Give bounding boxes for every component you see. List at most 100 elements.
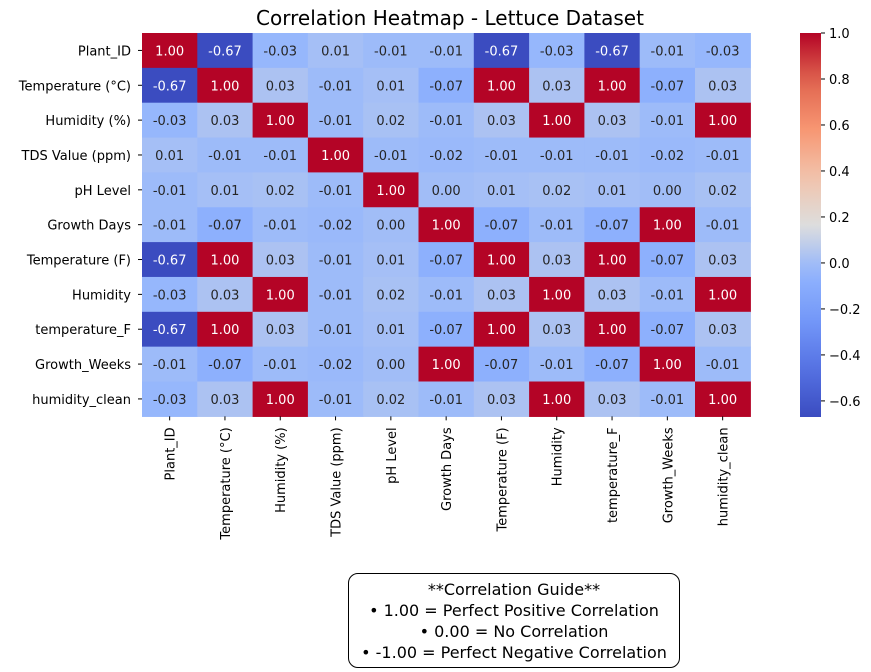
colorbar: 1.0 0.8 0.6 0.4 0.2 0.0 −0.2 −0.4 −0.6 [800, 27, 861, 417]
heatmap-cell [639, 102, 696, 139]
cell-value-label: -0.01 [429, 114, 463, 129]
heatmap-cell [252, 242, 309, 278]
cell-value-label: 0.01 [487, 184, 516, 199]
heatmap-cell [142, 102, 198, 139]
cell-value-label: 0.03 [266, 323, 295, 338]
heatmap-cell [639, 242, 696, 278]
row-label: Humidity (%) [45, 114, 131, 129]
cell-value-label: -0.01 [540, 219, 574, 234]
cell-value-label: 1.00 [487, 79, 516, 94]
cell-value-label: -0.02 [651, 149, 685, 164]
cell-value-label: 0.01 [155, 149, 184, 164]
heatmap-cell [695, 102, 751, 139]
cell-value-label: 1.00 [487, 323, 516, 338]
heatmap-cell [529, 381, 585, 417]
heatmap-cell [363, 276, 420, 313]
heatmap-cell [307, 381, 364, 417]
heatmap-cell [584, 346, 641, 383]
heatmap-cell [142, 381, 198, 417]
heatmap-cell [252, 381, 309, 417]
cell-value-label: -0.01 [651, 114, 685, 129]
heatmap-cell [639, 346, 696, 383]
cell-value-label: 0.03 [708, 323, 737, 338]
heatmap-cell [473, 137, 530, 173]
heatmap-cell [473, 242, 530, 278]
cell-value-label: -0.01 [319, 288, 353, 303]
cell-value-label: -0.67 [485, 44, 519, 59]
heatmap-cell [142, 346, 198, 383]
column-label: Humidity [551, 427, 566, 486]
heatmap-cell [695, 33, 751, 69]
heatmap-cell [695, 346, 751, 383]
cell-value-label: 0.02 [708, 184, 737, 199]
correlation-guide: **Correlation Guide** • 1.00 = Perfect P… [348, 573, 680, 668]
cell-value-label: -0.07 [595, 219, 629, 234]
heatmap-cell [639, 33, 696, 69]
heatmap-cell [142, 207, 198, 243]
column-label: Growth_Weeks [661, 427, 676, 523]
cell-value-label: -0.01 [153, 358, 187, 373]
cell-value-label: 0.03 [210, 114, 239, 129]
heatmap-cell [695, 137, 751, 173]
heatmap-cell [252, 67, 309, 104]
heatmap-cell [307, 102, 364, 139]
cell-value-label: -0.01 [706, 219, 740, 234]
colorbar-tick-label: −0.2 [829, 303, 861, 318]
heatmap-cell [695, 276, 751, 313]
cell-value-label: 0.03 [542, 79, 571, 94]
cell-value-label: 0.03 [266, 79, 295, 94]
heatmap-cell [418, 102, 475, 139]
cell-value-label: -0.03 [706, 44, 740, 59]
cell-value-label: -0.01 [429, 288, 463, 303]
heatmap-cell [363, 381, 420, 417]
cell-value-label: 0.03 [210, 288, 239, 303]
heatmap-cell [252, 33, 309, 69]
heatmap-cell [363, 33, 420, 69]
row-axis: Plant_ID Temperature (°C) Humidity (%) TDS … [18, 44, 142, 408]
heatmap-cell [639, 207, 696, 243]
colorbar-tick-label: 0.4 [829, 165, 850, 180]
cell-value-label: 0.03 [708, 79, 737, 94]
heatmap-cell [142, 311, 198, 348]
heatmap-cell [529, 311, 585, 348]
column-label: Humidity (%) [274, 427, 289, 513]
cell-value-label: -0.01 [706, 358, 740, 373]
cell-value-label: 0.03 [487, 114, 516, 129]
cell-value-label: -0.01 [595, 149, 629, 164]
heatmap-cell [142, 33, 198, 69]
cell-value-label: -0.01 [374, 149, 408, 164]
cell-value-label: -0.01 [540, 149, 574, 164]
cell-value-label: 1.00 [432, 219, 461, 234]
column-axis: Plant_ID Temperature (°C) Humidity (%) TDS … [164, 416, 732, 541]
cell-value-label: -0.07 [651, 79, 685, 94]
cell-value-label: 0.03 [487, 393, 516, 408]
cell-value-label: 0.03 [487, 288, 516, 303]
heatmap-cell [473, 207, 530, 243]
cell-value-label: 0.00 [376, 358, 405, 373]
heatmap-cell [473, 67, 530, 104]
heatmap-cell [197, 346, 254, 383]
cell-value-label: 0.03 [708, 254, 737, 269]
heatmap-cell [584, 207, 641, 243]
cell-value-label: -0.07 [651, 254, 685, 269]
cell-value-label: -0.01 [429, 393, 463, 408]
heatmap-cell [529, 207, 585, 243]
heatmap-cell [418, 242, 475, 278]
cell-value-label: -0.01 [153, 184, 187, 199]
cell-value-label: -0.01 [319, 254, 353, 269]
cell-value-label: -0.01 [706, 149, 740, 164]
cell-value-label: 0.00 [653, 184, 682, 199]
heatmap-cell [252, 137, 309, 173]
cell-value-label: -0.07 [429, 254, 463, 269]
cell-value-label: 0.00 [376, 219, 405, 234]
heatmap-cell [307, 242, 364, 278]
cell-value-label: 0.01 [598, 184, 627, 199]
heatmap-cell [252, 276, 309, 313]
cell-value-label: -0.01 [319, 393, 353, 408]
cell-value-label: 1.00 [266, 114, 295, 129]
heatmap-cell [307, 33, 364, 69]
cell-value-label: 1.00 [653, 219, 682, 234]
heatmap-cell [639, 172, 696, 208]
heatmap-cell [584, 242, 641, 278]
column-label: TDS Value (ppm) [330, 427, 345, 537]
